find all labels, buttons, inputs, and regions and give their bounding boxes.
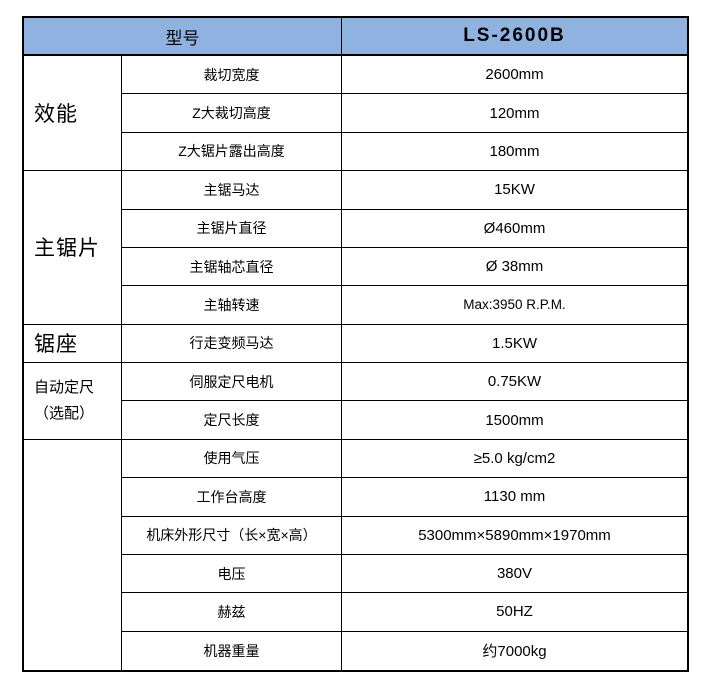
spec-name-cell: 行走变频马达 (122, 324, 342, 363)
group-label-line: 自动定尺 (34, 378, 95, 396)
group-label-line: 锯座 (34, 333, 78, 357)
spec-value-cell: 1.5KW (342, 325, 687, 363)
spec-name-cell: 主锯片直径 (122, 209, 342, 248)
spec-name-cell: 使用气压 (122, 439, 342, 479)
spec-value-cell: 1500mm (342, 401, 687, 440)
spec-table: 型号 LS-2600B 效能 裁切宽度 2600mm Z大裁切高度 120mm Z大锯片露… (22, 16, 689, 672)
spec-name-cell: 赫兹 (122, 593, 342, 632)
spec-name-cell: 机器重量 (122, 631, 342, 670)
spec-name-cell: Z大锯片露出高度 (122, 132, 342, 172)
spec-name-cell: 裁切宽度 (122, 56, 342, 95)
spec-name-cell: 伺服定尺电机 (122, 363, 342, 402)
spec-value-cell: 5300mm×5890mm×1970mm (342, 517, 687, 555)
group-label-line: 主锯片 (34, 237, 100, 261)
spec-name-cell: 主锯马达 (122, 171, 342, 210)
spec-value-cell: ≥5.0 kg/cm2 (342, 440, 687, 479)
table-body: 效能 裁切宽度 2600mm Z大裁切高度 120mm Z大锯片露出高度 180mm 主锯片主… (24, 56, 687, 670)
group-cell: 主锯片 (24, 171, 122, 325)
group-label-line: （选配） (34, 404, 95, 422)
spec-value-cell: Ø 38mm (342, 248, 687, 287)
spec-value-cell: 1130 mm (342, 478, 687, 517)
spec-value-cell: Max:3950 R.P.M. (342, 286, 687, 325)
model-header-cell: 型号 (24, 18, 342, 54)
spec-name-cell: 机床外形尺寸（长×宽×高） (122, 516, 342, 555)
group-cell (24, 439, 122, 670)
spec-name-cell: 定尺长度 (122, 401, 342, 440)
spec-name-cell: 主锯轴芯直径 (122, 247, 342, 287)
model-value-cell: LS-2600B (342, 18, 687, 54)
group-label-line: 效能 (34, 103, 78, 127)
spec-value-cell: 0.75KW (342, 363, 687, 402)
spec-name-cell: Z大裁切高度 (122, 94, 342, 133)
spec-name-cell: 电压 (122, 554, 342, 594)
group-cell: 锯座 (24, 324, 122, 363)
spec-name-cell: 工作台高度 (122, 478, 342, 517)
group-cell: 自动定尺 （选配） (24, 363, 122, 440)
table-header-row: 型号 LS-2600B (24, 18, 687, 56)
spec-value-cell: 180mm (342, 133, 687, 172)
group-cell: 效能 (24, 56, 122, 172)
spec-value-cell: 约7000kg (482, 643, 547, 661)
spec-value-cell: 50HZ (342, 593, 687, 632)
spec-value-cell: 120mm (342, 94, 687, 133)
spec-value-cell: Ø460mm (342, 210, 687, 248)
spec-value-cell: 15KW (342, 171, 687, 210)
spec-name-cell: 主轴转速 (122, 286, 342, 325)
spec-value-cell: 2600mm (342, 56, 687, 95)
spec-value-cell: 380V (342, 555, 687, 594)
